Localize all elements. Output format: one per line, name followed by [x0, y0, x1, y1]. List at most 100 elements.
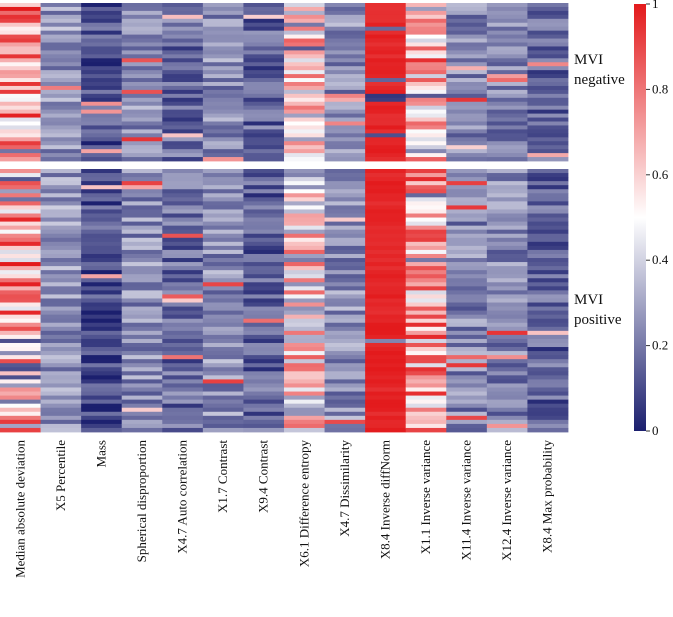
heatmap-cell	[365, 109, 407, 114]
heatmap-cell	[284, 249, 325, 255]
heatmap-cell	[486, 217, 528, 222]
heatmap-cell	[121, 34, 163, 39]
heatmap-cell	[527, 270, 569, 275]
heatmap-cell	[0, 407, 41, 413]
heatmap-cell	[202, 314, 244, 320]
heatmap-cell	[324, 54, 366, 59]
heatmap-cell	[81, 411, 123, 417]
heatmap-cell	[284, 26, 325, 32]
heatmap-cell	[0, 189, 41, 194]
heatmap-cell	[0, 241, 41, 247]
heatmap-cell	[0, 10, 41, 16]
heatmap-cell	[284, 169, 325, 174]
heatmap-cell	[121, 347, 163, 352]
heatmap-cell	[486, 30, 528, 35]
heatmap-cell	[405, 209, 447, 214]
heatmap-cell	[365, 217, 407, 222]
heatmap-cell	[162, 359, 204, 364]
heatmap-cell	[284, 62, 325, 67]
heatmap-cell	[162, 34, 204, 39]
heatmap-cell	[527, 22, 569, 28]
heatmap-cell	[81, 371, 123, 376]
heatmap-cell	[324, 189, 366, 194]
heatmap-cell	[0, 97, 41, 103]
heatmap-cell	[0, 109, 41, 114]
heatmap-cell	[486, 78, 528, 83]
heatmap-cell	[324, 201, 366, 206]
heatmap-cell	[121, 14, 163, 20]
heatmap-cell	[365, 46, 407, 51]
heatmap-cell	[162, 18, 204, 24]
heatmap-cell	[284, 89, 325, 95]
heatmap-cell	[243, 70, 285, 75]
heatmap-cell	[162, 258, 204, 263]
heatmap-cell	[284, 34, 325, 39]
heatmap-cell	[527, 387, 569, 392]
heatmap-cell	[40, 141, 82, 146]
heatmap-cell	[121, 169, 163, 174]
heatmap-cell	[405, 241, 447, 247]
heatmap-cell	[121, 22, 163, 28]
heatmap-cell	[243, 298, 285, 303]
heatmap-cell	[202, 157, 244, 162]
heatmap-cell	[162, 342, 204, 348]
heatmap-cell	[81, 282, 123, 287]
heatmap-cell	[405, 22, 447, 28]
heatmap-cell	[365, 26, 407, 32]
heatmap-cell	[243, 338, 285, 344]
heatmap-cell	[405, 379, 447, 384]
heatmap-cell	[527, 245, 569, 251]
heatmap-cell	[324, 97, 366, 103]
heatmap-cell	[324, 338, 366, 344]
heatmap-cell	[121, 395, 163, 401]
heatmap-cell	[446, 274, 488, 279]
heatmap-cell	[121, 419, 163, 425]
heatmap-cell	[405, 233, 447, 239]
heatmap-cell	[486, 363, 528, 368]
heatmap-cell	[284, 310, 325, 316]
heatmap-cell	[121, 42, 163, 47]
column-label: Mass	[93, 440, 108, 467]
heatmap-cell	[243, 334, 285, 340]
heatmap-cell	[527, 213, 569, 218]
heatmap-cell	[405, 314, 447, 320]
heatmap-cell	[162, 201, 204, 206]
heatmap-cell	[202, 50, 244, 55]
heatmap-cell	[405, 258, 447, 263]
heatmap-cell	[243, 14, 285, 20]
heatmap-cell	[365, 145, 407, 150]
heatmap-cell	[365, 415, 407, 421]
heatmap-cell	[243, 6, 285, 12]
heatmap-cell	[162, 270, 204, 275]
heatmap-cell	[284, 407, 325, 413]
heatmap-cell	[365, 93, 407, 99]
heatmap-cell	[405, 149, 447, 154]
heatmap-cell	[486, 415, 528, 421]
heatmap-cell	[527, 217, 569, 222]
heatmap-cell	[243, 137, 285, 142]
heatmap-cell	[365, 89, 407, 95]
heatmap-cell	[284, 294, 325, 299]
heatmap-cell	[202, 415, 244, 421]
heatmap-cell	[324, 322, 366, 328]
heatmap-cell	[162, 217, 204, 222]
heatmap-cell	[446, 403, 488, 409]
heatmap-cell	[243, 82, 285, 87]
heatmap-cell	[243, 237, 285, 243]
heatmap-cell	[284, 262, 325, 267]
heatmap-cell	[162, 89, 204, 95]
heatmap-cell	[121, 314, 163, 320]
heatmap-cell	[40, 399, 82, 405]
heatmap-cell	[81, 326, 123, 332]
heatmap-cell	[40, 70, 82, 75]
heatmap-cell	[446, 121, 488, 126]
heatmap-cell	[527, 294, 569, 299]
heatmap-cell	[284, 241, 325, 247]
heatmap-cell	[40, 290, 82, 295]
heatmap-cell	[284, 229, 325, 235]
heatmap-cell	[0, 209, 41, 214]
heatmap-cell	[324, 391, 366, 396]
heatmap-cell	[243, 66, 285, 71]
heatmap-cell	[202, 391, 244, 396]
heatmap-cell	[121, 153, 163, 158]
